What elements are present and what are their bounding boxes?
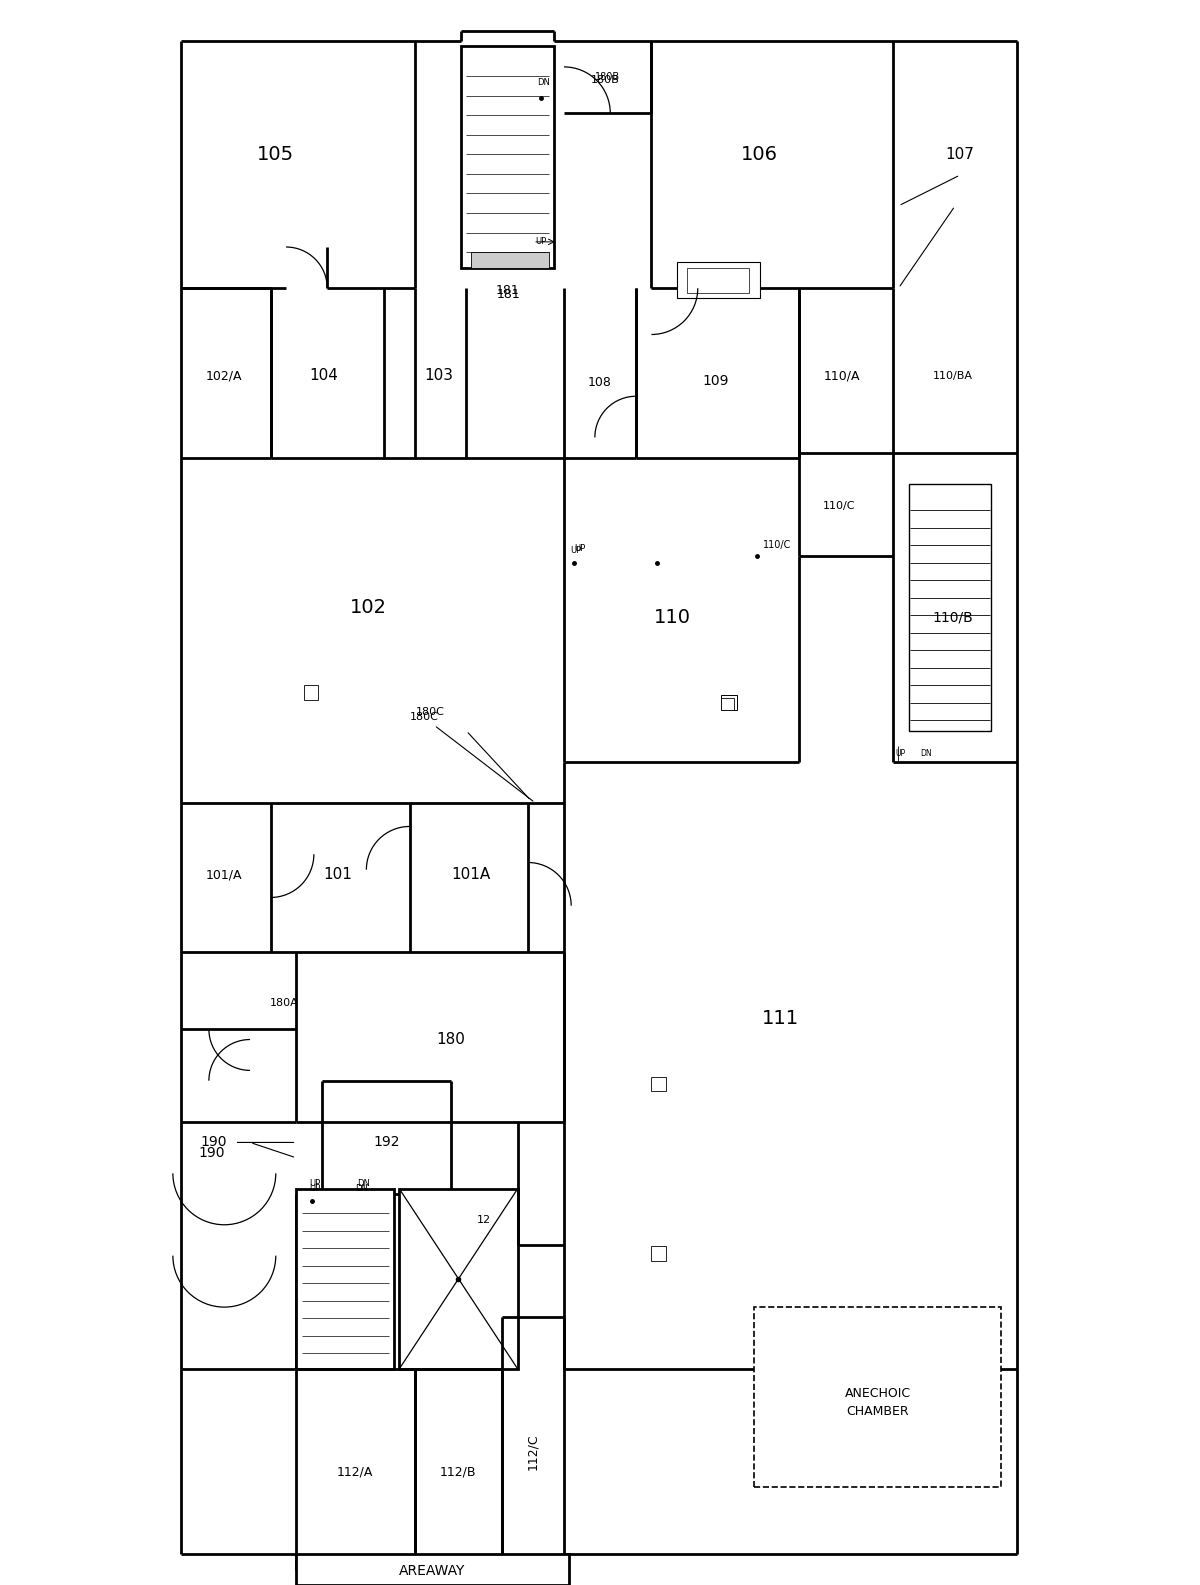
Bar [652, 1076, 666, 1090]
Text: UP: UP [535, 238, 547, 246]
Text: 180C: 180C [415, 707, 445, 718]
Text: 12: 12 [476, 1214, 491, 1225]
Text: UP: UP [310, 1184, 320, 1194]
Text: AREAWAY: AREAWAY [400, 1563, 466, 1577]
Text: 112/C: 112/C [527, 1433, 540, 1469]
Text: UP: UP [310, 1179, 320, 1189]
Bar [688, 268, 749, 293]
Bar [296, 1555, 569, 1585]
Text: 109: 109 [702, 374, 728, 388]
Bar [721, 694, 737, 710]
Text: 102/A: 102/A [206, 369, 242, 382]
Text: 110/BA: 110/BA [934, 371, 973, 380]
Bar [755, 1308, 1001, 1487]
Text: 104: 104 [310, 368, 338, 384]
Text: DN: DN [536, 78, 550, 87]
Text: 112/A: 112/A [337, 1465, 373, 1479]
Bar [677, 263, 760, 298]
Bar [400, 1189, 517, 1369]
Bar [472, 252, 548, 268]
Text: 110/C: 110/C [822, 501, 856, 512]
Text: UP: UP [574, 544, 586, 553]
Text: 110: 110 [654, 609, 690, 628]
Text: 111: 111 [762, 1010, 799, 1029]
Text: 110/C: 110/C [763, 540, 791, 550]
Text: 180B: 180B [595, 73, 619, 82]
Text: DN: DN [355, 1184, 367, 1194]
Text: 180A: 180A [270, 999, 299, 1008]
Text: 181: 181 [496, 284, 520, 296]
Text: 180C: 180C [409, 712, 533, 800]
Text: ANECHOIC
CHAMBER: ANECHOIC CHAMBER [845, 1387, 911, 1419]
Text: 112/B: 112/B [439, 1465, 476, 1479]
Text: 190: 190 [200, 1135, 227, 1149]
Text: 105: 105 [257, 144, 294, 163]
Text: 108: 108 [588, 376, 612, 390]
Bar [908, 483, 991, 731]
Text: 102: 102 [350, 598, 386, 617]
Text: UP: UP [895, 748, 906, 758]
Text: DN: DN [920, 748, 932, 758]
Text: 180: 180 [437, 1032, 466, 1048]
Bar [304, 685, 318, 701]
Bar [461, 46, 553, 268]
Text: 110/A: 110/A [823, 369, 860, 382]
Bar [721, 697, 733, 710]
Text: 110/B: 110/B [932, 610, 973, 624]
Text: 181: 181 [497, 288, 521, 301]
Text: 101A: 101A [451, 867, 491, 883]
Text: 103: 103 [424, 368, 452, 384]
Text: 107: 107 [946, 147, 974, 162]
Text: 101: 101 [323, 867, 352, 883]
Text: 180B: 180B [590, 74, 619, 86]
Text: DN: DN [356, 1179, 370, 1189]
Text: 192: 192 [373, 1135, 401, 1149]
Text: 190: 190 [199, 1146, 226, 1160]
Bar [652, 1246, 666, 1260]
Text: 101/A: 101/A [206, 869, 242, 881]
Text: 106: 106 [742, 144, 778, 163]
Bar [296, 1189, 394, 1369]
Text: UP: UP [571, 547, 582, 555]
